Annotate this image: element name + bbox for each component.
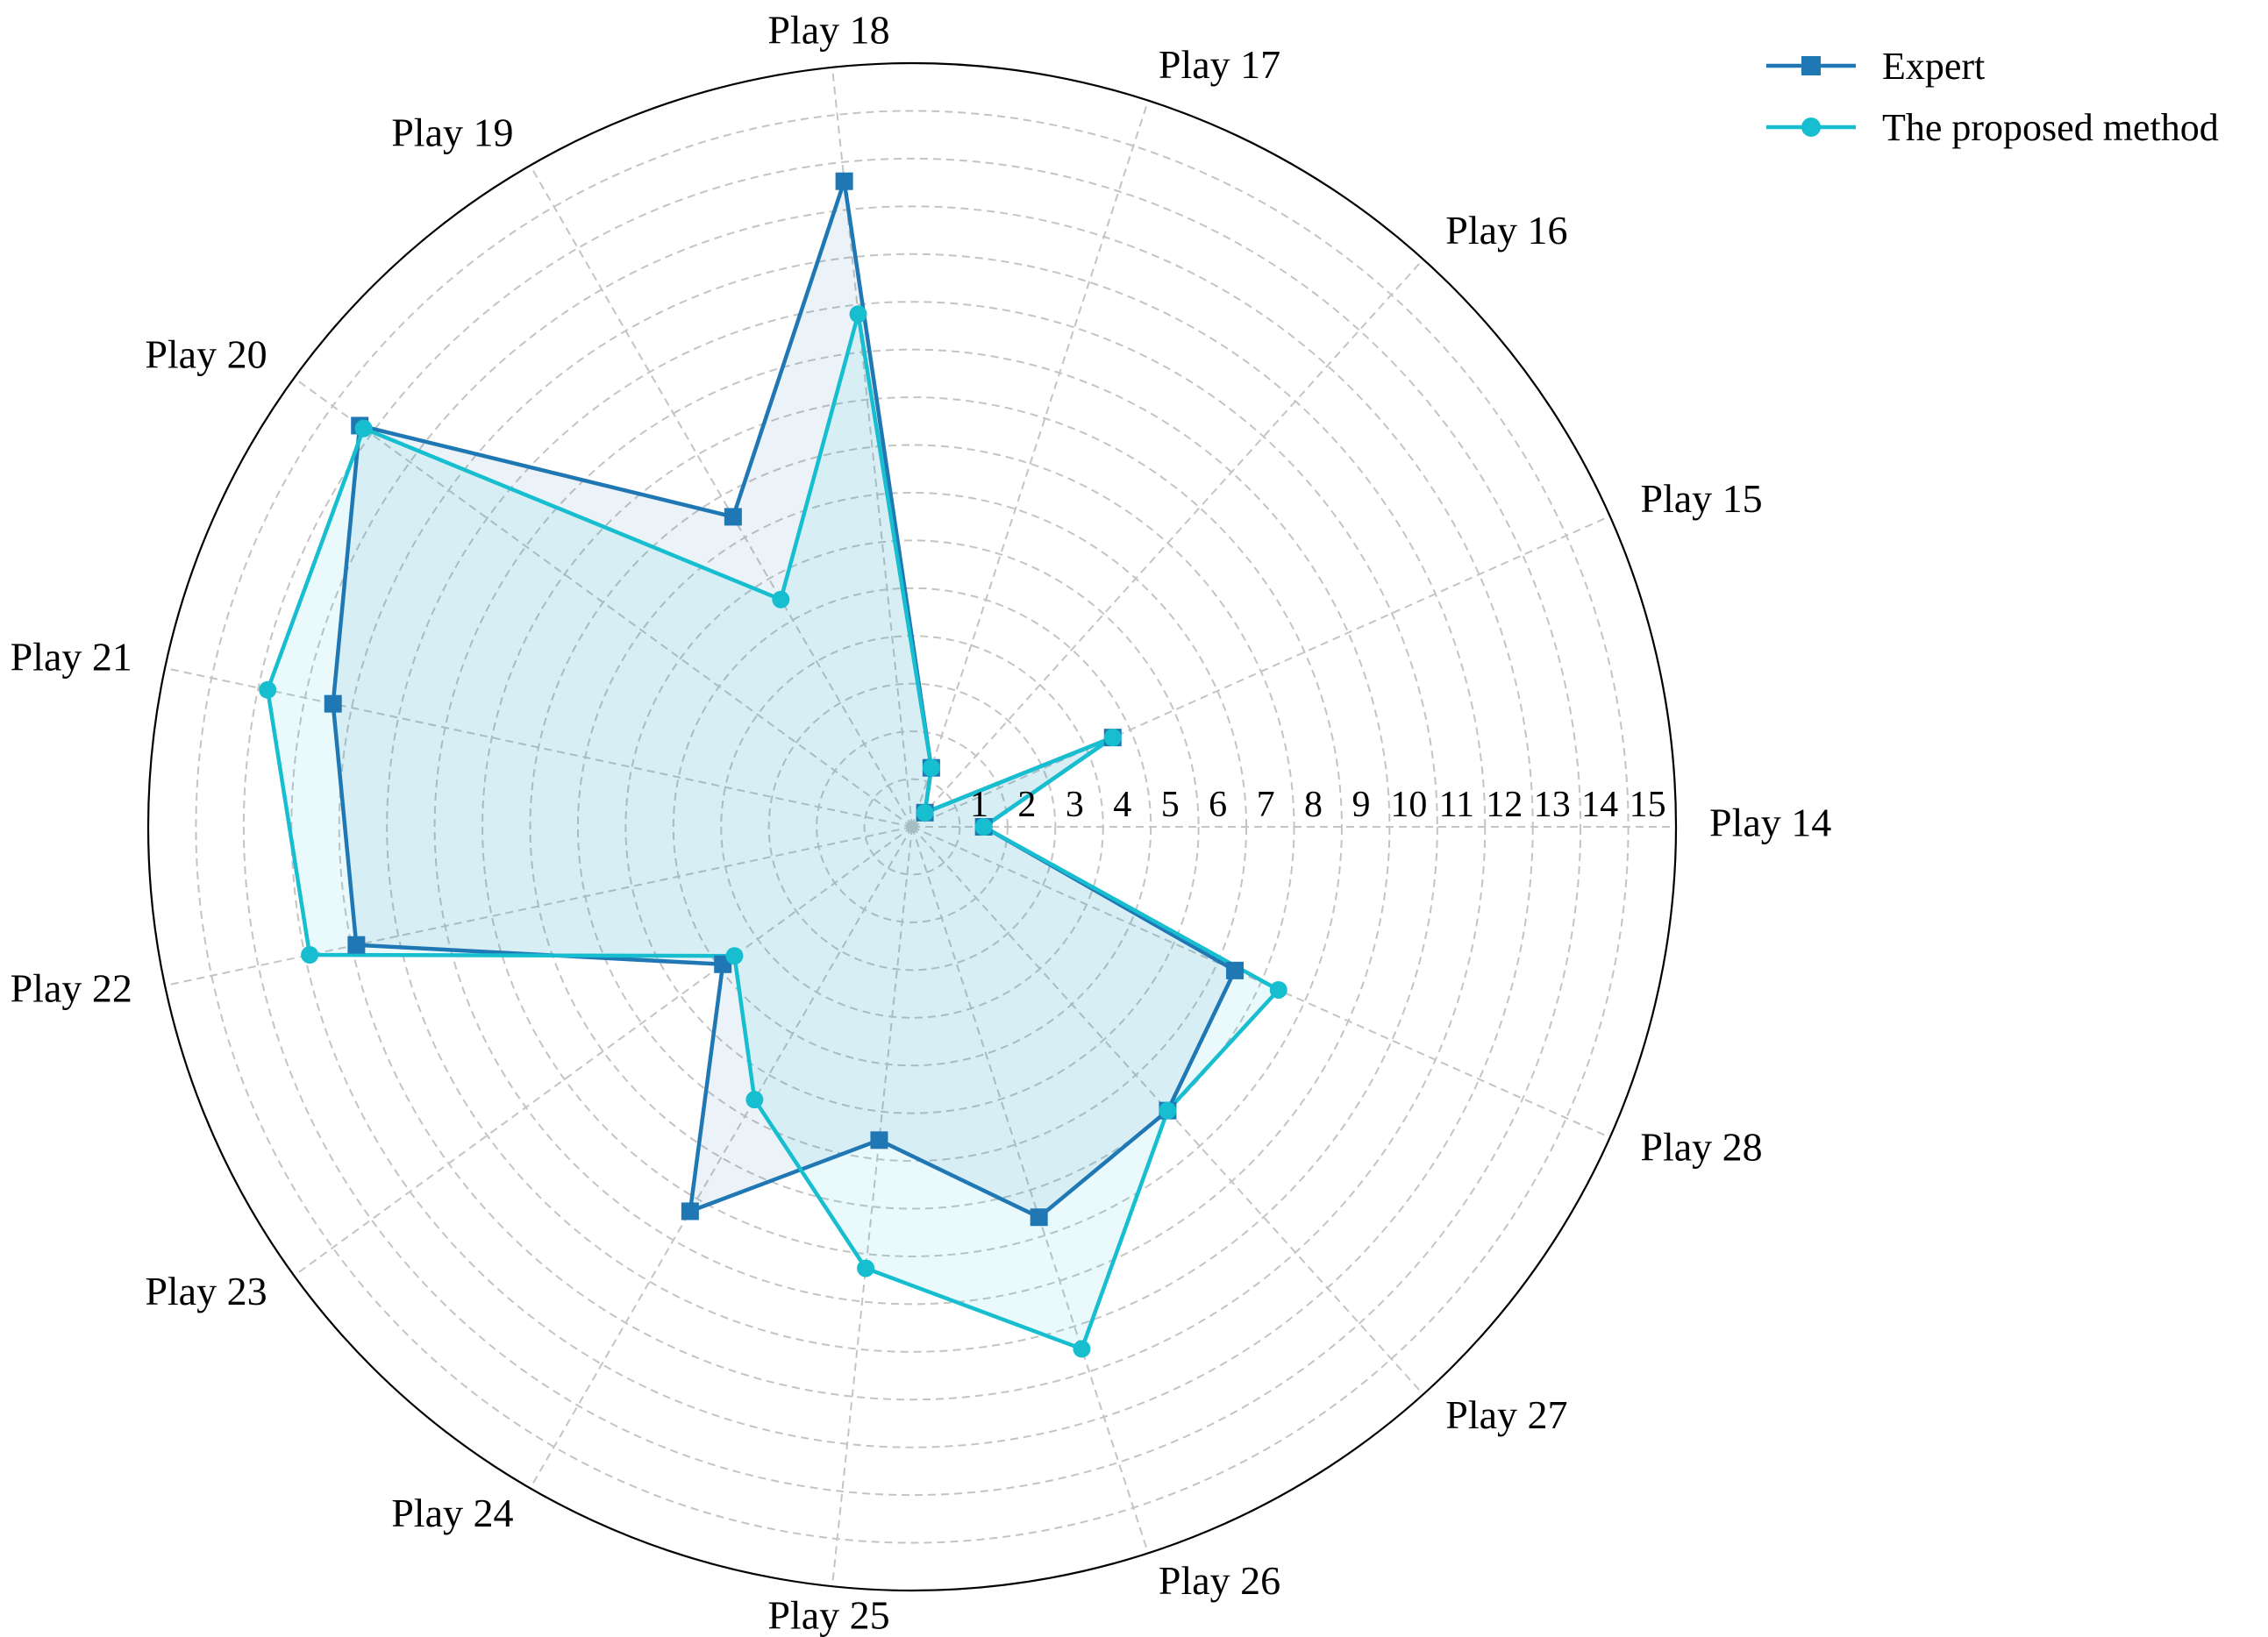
spoke-7 <box>293 377 913 828</box>
category-label-2: Play 15 <box>1640 476 1762 521</box>
category-label-8: Play 21 <box>11 635 132 680</box>
radial-tick-label-6: 6 <box>1209 785 1227 825</box>
data-point-s1-5 <box>835 172 853 190</box>
category-label-13: Play 26 <box>1159 1558 1280 1603</box>
series-fill-1 <box>332 181 1236 1218</box>
data-point-s2-15 <box>1269 980 1287 999</box>
legend-item-proposed-method: The proposed method <box>1763 96 2219 158</box>
category-label-4: Play 17 <box>1159 42 1280 87</box>
data-point-s2-2 <box>1103 729 1122 747</box>
data-point-s2-7 <box>354 419 373 438</box>
radial-tick-label-9: 9 <box>1352 785 1370 825</box>
category-label-5: Play 18 <box>767 8 889 53</box>
category-label-3: Play 16 <box>1445 208 1567 253</box>
radial-gridline-6 <box>624 539 1200 1114</box>
radial-tick-label-7: 7 <box>1257 785 1275 825</box>
data-point-s2-6 <box>772 590 790 609</box>
radial-tick-label-4: 4 <box>1113 785 1131 825</box>
spoke-10 <box>293 826 913 1277</box>
data-point-s2-5 <box>849 305 867 324</box>
data-point-s2-12 <box>857 1259 875 1278</box>
data-point-s2-11 <box>745 1091 764 1109</box>
legend-item-expert: Expert <box>1763 35 2219 96</box>
legend-swatch-proposed-method <box>1766 117 1856 137</box>
radial-tick-label-3: 3 <box>1066 785 1084 825</box>
center-dot <box>906 821 918 833</box>
data-point-s2-3 <box>916 803 934 822</box>
data-point-s1-6 <box>724 508 742 526</box>
radial-tick-label-8: 8 <box>1304 785 1323 825</box>
category-label-15: Play 28 <box>1640 1124 1762 1169</box>
radial-tick-label-11: 11 <box>1439 785 1474 825</box>
data-point-s1-12 <box>870 1131 888 1149</box>
spoke-9 <box>164 826 913 987</box>
radial-gridline-1 <box>863 778 961 876</box>
data-point-s2-1 <box>974 818 993 836</box>
category-label-14: Play 27 <box>1445 1392 1567 1437</box>
spoke-3 <box>911 259 1424 828</box>
data-point-s2-9 <box>301 946 319 964</box>
legend-label-proposed-method: The proposed method <box>1882 105 2219 149</box>
data-point-s1-11 <box>681 1202 699 1221</box>
spoke-12 <box>831 826 913 1587</box>
data-point-s2-10 <box>725 947 744 965</box>
category-label-12: Play 25 <box>767 1593 889 1637</box>
radial-gridline-11 <box>386 301 1438 1353</box>
category-label-9: Play 22 <box>11 966 132 1011</box>
radial-tick-label-10: 10 <box>1390 785 1427 825</box>
data-point-s2-4 <box>922 758 940 777</box>
outer-frame <box>146 61 1678 1592</box>
radial-tick-label-12: 12 <box>1486 785 1523 825</box>
radial-tick-label-1: 1 <box>970 785 988 825</box>
data-point-s2-8 <box>259 680 277 699</box>
series-fill-2 <box>267 314 1279 1349</box>
radial-tick-label-2: 2 <box>1017 785 1036 825</box>
spoke-8 <box>164 666 913 828</box>
data-point-s2-14 <box>1159 1101 1177 1120</box>
category-label-10: Play 23 <box>145 1269 267 1313</box>
radial-gridline-9 <box>481 396 1343 1257</box>
radial-tick-label-14: 14 <box>1581 785 1618 825</box>
spoke-2 <box>911 515 1611 828</box>
category-label-1: Play 14 <box>1709 801 1831 845</box>
legend: Expert The proposed method <box>1763 35 2219 158</box>
category-label-11: Play 24 <box>391 1491 513 1535</box>
data-point-s1-9 <box>347 936 366 954</box>
spoke-4 <box>911 100 1150 828</box>
data-point-s1-8 <box>324 694 342 713</box>
radial-tick-label-5: 5 <box>1161 785 1180 825</box>
radial-tick-label-15: 15 <box>1630 785 1666 825</box>
radial-gridline-3 <box>767 682 1057 972</box>
radial-gridline-14 <box>242 157 1582 1497</box>
data-point-s1-15 <box>1226 961 1245 979</box>
spoke-6 <box>529 165 913 828</box>
legend-swatch-expert <box>1766 56 1856 75</box>
data-point-s1-13 <box>1030 1208 1048 1227</box>
spoke-11 <box>529 826 913 1489</box>
spoke-13 <box>911 826 1150 1554</box>
category-label-6: Play 19 <box>391 110 513 154</box>
legend-label-expert: Expert <box>1882 44 1986 88</box>
data-point-s2-13 <box>1073 1340 1091 1358</box>
series-line-2 <box>265 313 1282 1352</box>
category-label-7: Play 20 <box>145 331 267 376</box>
radial-tick-label-13: 13 <box>1534 785 1571 825</box>
